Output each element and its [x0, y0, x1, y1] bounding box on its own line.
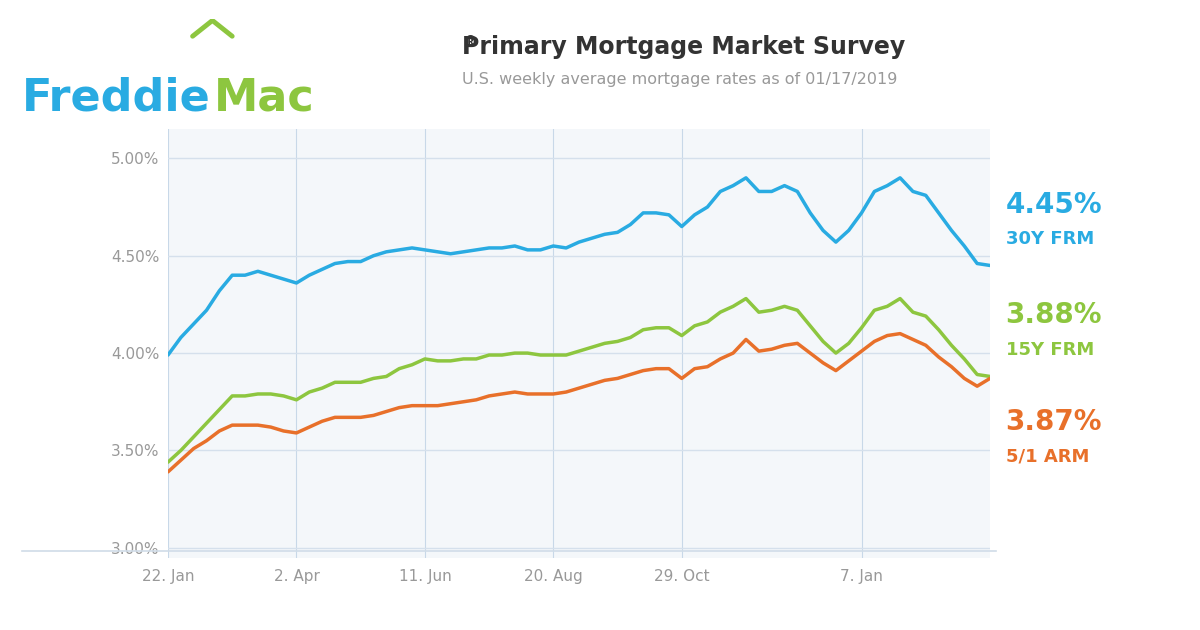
- Text: 15Y FRM: 15Y FRM: [1006, 341, 1094, 358]
- Text: 4.45%: 4.45%: [1006, 191, 1103, 219]
- Text: Mac: Mac: [214, 76, 314, 119]
- Text: U.S. weekly average mortgage rates as of 01/17/2019: U.S. weekly average mortgage rates as of…: [462, 72, 898, 88]
- Text: ®: ®: [463, 35, 479, 50]
- Text: 5/1 ARM: 5/1 ARM: [1006, 448, 1088, 466]
- Text: Primary Mortgage Market Survey: Primary Mortgage Market Survey: [462, 35, 905, 59]
- Text: Freddie: Freddie: [22, 76, 210, 119]
- Text: 3.88%: 3.88%: [1006, 301, 1102, 329]
- Text: 30Y FRM: 30Y FRM: [1006, 231, 1094, 248]
- Text: 3.87%: 3.87%: [1006, 408, 1102, 436]
